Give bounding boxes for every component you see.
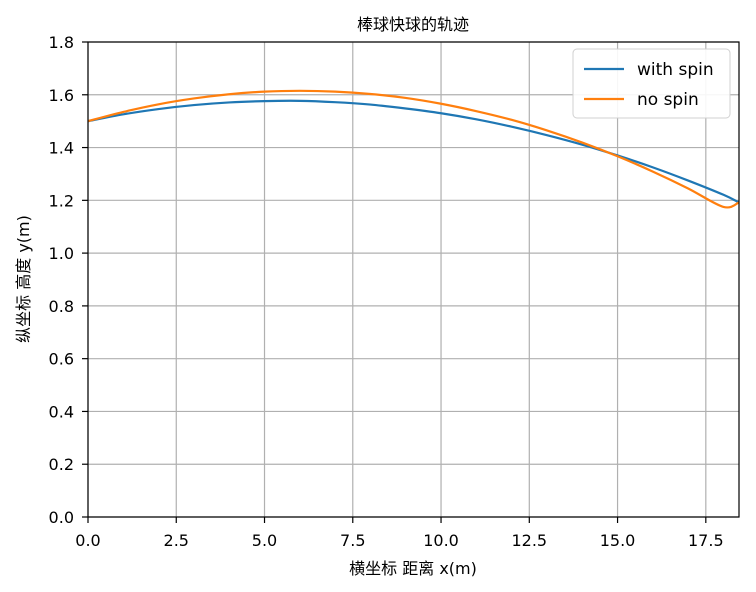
y-tick-label: 0.4 [49, 402, 74, 421]
series-line-with-spin [87, 99, 740, 204]
x-axis-ticks: 0.0 2.5 5.0 7.5 10.0 12.5 15.0 17.5 [75, 517, 724, 550]
y-tick-label: 0.6 [49, 350, 74, 369]
y-axis-ticks: 0.0 0.2 0.4 0.6 0.8 1.0 1.2 1.4 1.6 1.8 [49, 33, 88, 527]
series-line-no-spin [87, 89, 740, 209]
plot-lines [87, 89, 740, 209]
legend: with spin no spin [572, 48, 731, 119]
legend-box [572, 48, 731, 119]
y-tick-label: 0.0 [49, 508, 74, 527]
x-tick-label: 15.0 [600, 531, 636, 550]
y-tick-label: 1.4 [49, 139, 74, 158]
y-tick-label: 0.8 [49, 297, 74, 316]
plot-frame [87, 41, 740, 518]
x-tick-label: 7.5 [340, 531, 365, 550]
x-tick-label: 0.0 [75, 531, 100, 550]
x-tick-label: 17.5 [688, 531, 724, 550]
y-tick-label: 1.0 [49, 244, 74, 263]
y-tick-label: 0.2 [49, 455, 74, 474]
legend-label: no spin [637, 90, 699, 110]
x-axis-label: 横坐标 距离 x(m) [349, 559, 477, 578]
y-axis-label: 纵坐标 高度 y(m) [14, 215, 33, 343]
y-tick-label: 1.8 [49, 33, 74, 52]
x-tick-label: 2.5 [164, 531, 189, 550]
y-tick-label: 1.6 [49, 86, 74, 105]
legend-label: with spin [637, 60, 714, 80]
chart-title: 棒球快球的轨迹 [357, 15, 469, 34]
x-tick-label: 12.5 [511, 531, 547, 550]
x-tick-label: 10.0 [423, 531, 459, 550]
x-tick-label: 5.0 [252, 531, 277, 550]
y-tick-label: 1.2 [49, 191, 74, 210]
